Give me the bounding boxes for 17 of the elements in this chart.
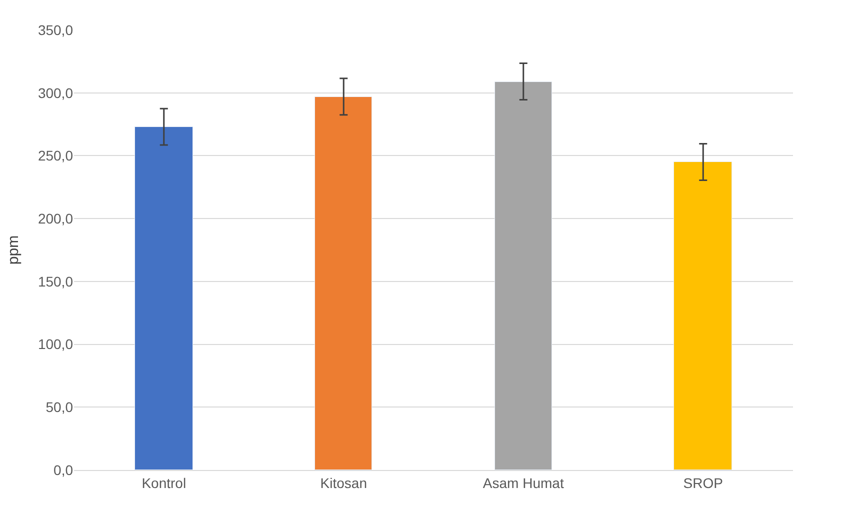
y-tick-label: 250,0	[38, 148, 74, 164]
y-tick-label: 200,0	[38, 210, 74, 226]
y-tick-label: 300,0	[38, 84, 74, 101]
x-tick-label: Kitosan	[320, 474, 367, 491]
bar	[494, 82, 552, 470]
y-tick-label: 100,0	[38, 336, 74, 352]
bar	[314, 96, 372, 470]
y-tick-label: 150,0	[38, 273, 74, 290]
y-axis-title: ppm	[5, 235, 22, 265]
x-tick-label: SROP	[683, 474, 723, 491]
y-tick-label: 0,0	[54, 462, 74, 478]
y-tick-label: 350,0	[38, 22, 74, 38]
x-tick-label: Asam Humat	[482, 474, 564, 491]
y-tick-label: 50,0	[46, 399, 74, 416]
bar	[134, 126, 193, 470]
x-tick-label: Kontrol	[142, 474, 186, 491]
bar	[674, 162, 732, 470]
